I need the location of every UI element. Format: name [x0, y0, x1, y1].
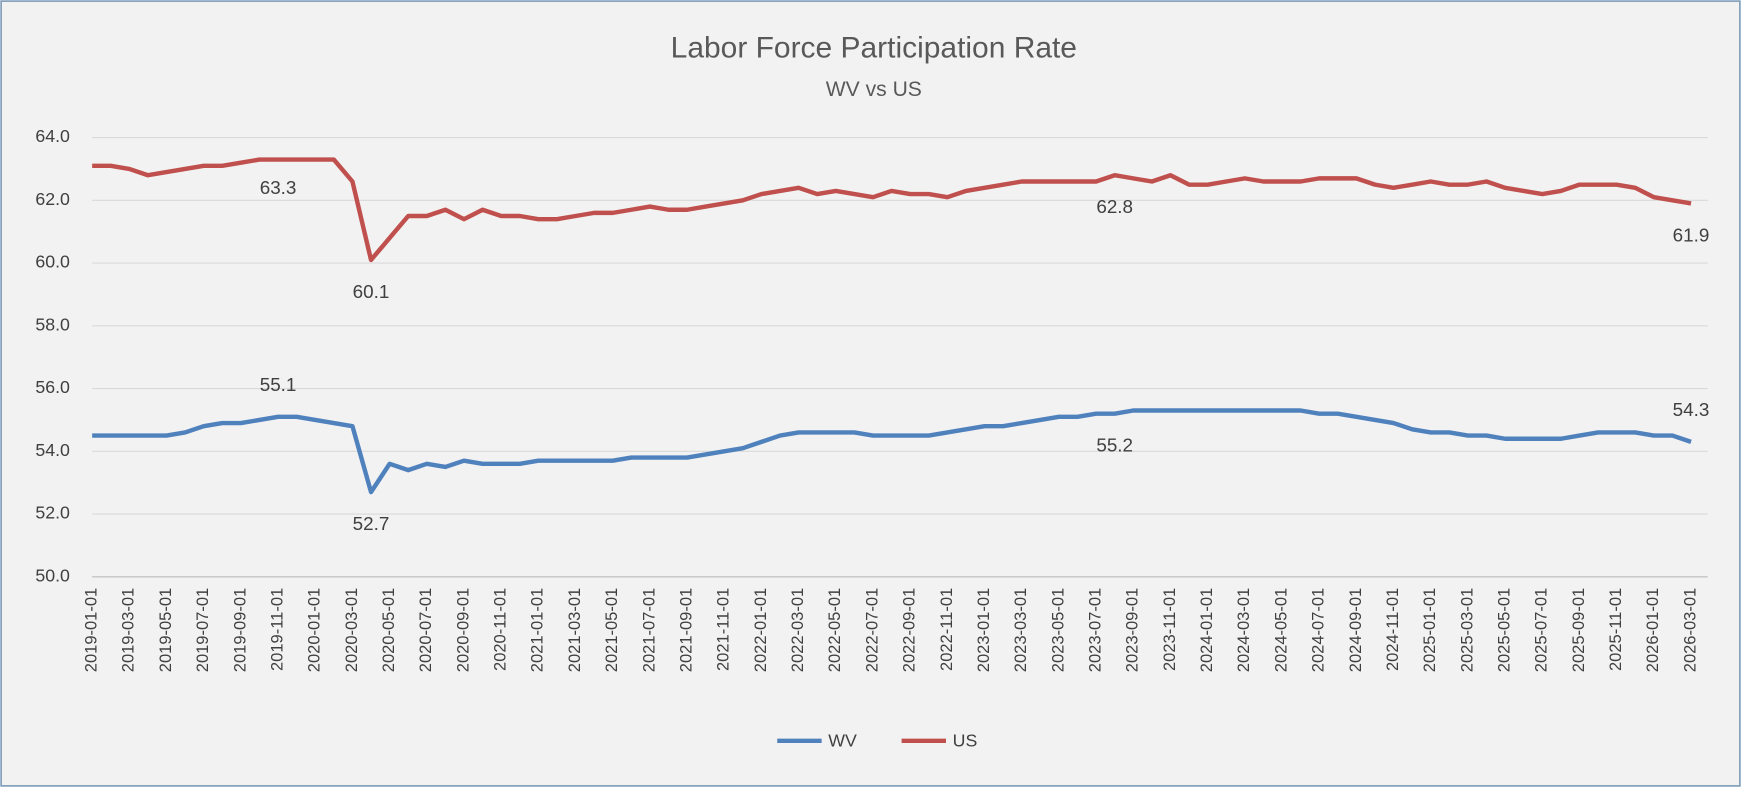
chart-subtitle: WV vs US	[826, 78, 922, 101]
x-tick-label: 2025-01-01	[1420, 588, 1439, 672]
x-tick-label: 2023-05-01	[1048, 588, 1067, 672]
x-tick-label: 2020-05-01	[379, 588, 398, 672]
x-tick-label: 2020-11-01	[491, 588, 510, 671]
data-label: 63.3	[260, 177, 297, 198]
x-tick-label: 2026-03-01	[1680, 588, 1699, 672]
x-tick-label: 2023-09-01	[1123, 588, 1142, 672]
data-label: 62.8	[1096, 196, 1133, 217]
x-tick-label: 2024-01-01	[1197, 588, 1216, 672]
x-tick-label: 2025-07-01	[1532, 588, 1551, 672]
x-tick-label: 2021-07-01	[639, 588, 658, 672]
x-tick-label: 2020-09-01	[453, 588, 472, 672]
x-tick-label: 2023-01-01	[974, 588, 993, 672]
x-tick-label: 2024-09-01	[1346, 588, 1365, 672]
x-tick-label: 2026-01-01	[1643, 588, 1662, 672]
x-tick-label: 2019-01-01	[81, 588, 100, 672]
series-line	[92, 157, 1692, 263]
x-tick-label: 2025-05-01	[1494, 588, 1513, 672]
data-label: 55.1	[260, 374, 297, 395]
x-tick-label: 2024-07-01	[1309, 588, 1328, 672]
x-tick-label: 2019-11-01	[267, 588, 286, 671]
y-tick-label: 54.0	[35, 440, 70, 460]
legend-label: WV	[828, 731, 857, 751]
x-tick-label: 2025-11-01	[1606, 588, 1625, 671]
x-tick-label: 2024-05-01	[1271, 588, 1290, 672]
x-tick-label: 2019-05-01	[156, 588, 175, 672]
y-tick-label: 58.0	[35, 315, 70, 335]
legend-label: US	[953, 731, 978, 751]
y-tick-label: 52.0	[35, 503, 70, 523]
x-tick-label: 2020-01-01	[305, 588, 324, 672]
x-tick-label: 2021-01-01	[528, 588, 547, 672]
x-tick-label: 2025-03-01	[1457, 588, 1476, 672]
x-tick-label: 2021-09-01	[676, 588, 695, 672]
data-label: 60.1	[353, 281, 390, 302]
x-tick-label: 2019-07-01	[193, 588, 212, 672]
y-tick-label: 56.0	[35, 377, 70, 397]
x-tick-label: 2021-05-01	[602, 588, 621, 672]
x-tick-label: 2023-03-01	[1011, 588, 1030, 672]
x-tick-label: 2024-11-01	[1383, 588, 1402, 671]
x-tick-label: 2022-05-01	[825, 588, 844, 672]
x-tick-label: 2022-09-01	[900, 588, 919, 672]
data-label: 52.7	[353, 513, 390, 534]
chart-title: Labor Force Participation Rate	[671, 31, 1077, 64]
x-tick-label: 2025-09-01	[1569, 588, 1588, 672]
y-tick-label: 62.0	[35, 189, 70, 209]
x-tick-label: 2020-03-01	[342, 588, 361, 672]
x-tick-label: 2022-03-01	[788, 588, 807, 672]
x-tick-label: 2022-01-01	[751, 588, 770, 672]
x-tick-label: 2021-03-01	[565, 588, 584, 672]
y-tick-label: 64.0	[35, 126, 70, 146]
data-label: 61.9	[1673, 225, 1710, 246]
series-line	[92, 408, 1692, 495]
x-tick-label: 2022-11-01	[937, 588, 956, 671]
x-tick-label: 2024-03-01	[1234, 588, 1253, 672]
data-label: 54.3	[1673, 399, 1710, 420]
x-tick-label: 2021-11-01	[714, 588, 733, 671]
x-tick-label: 2019-09-01	[230, 588, 249, 672]
x-tick-label: 2019-03-01	[119, 588, 138, 672]
data-label: 55.2	[1096, 435, 1133, 456]
x-tick-label: 2020-07-01	[416, 588, 435, 672]
x-tick-label: 2023-07-01	[1085, 588, 1104, 672]
x-tick-label: 2023-11-01	[1160, 588, 1179, 671]
x-tick-label: 2022-07-01	[862, 588, 881, 672]
y-tick-label: 50.0	[35, 565, 70, 585]
y-tick-label: 60.0	[35, 252, 70, 272]
